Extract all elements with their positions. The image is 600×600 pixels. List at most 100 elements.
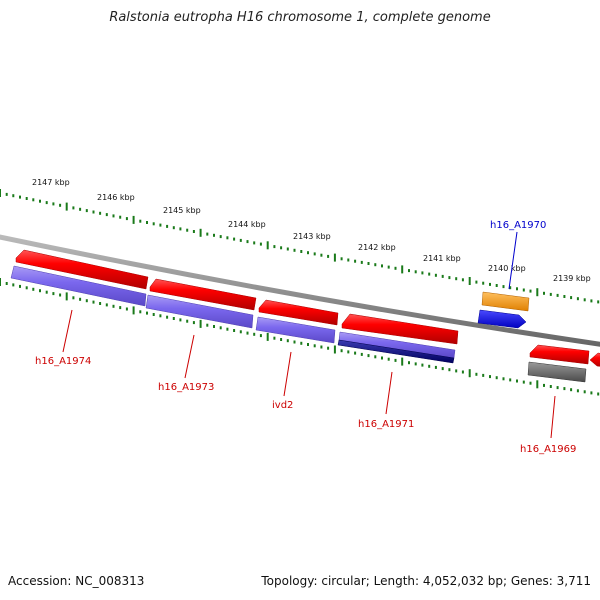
minor-tick xyxy=(549,385,552,388)
gene-h16_A1971-reverse-dark[interactable] xyxy=(337,339,455,364)
major-tick xyxy=(0,278,1,286)
minor-tick xyxy=(428,364,431,368)
minor-tick xyxy=(293,248,296,252)
minor-tick xyxy=(408,361,410,365)
gene-h16_A1973-reverse[interactable] xyxy=(145,294,254,329)
minor-tick xyxy=(159,314,162,318)
minor-tick xyxy=(340,257,343,261)
minor-tick xyxy=(273,336,276,340)
minor-tick xyxy=(590,299,593,303)
minor-tick xyxy=(179,227,182,231)
minor-tick xyxy=(25,197,28,200)
minor-tick xyxy=(206,232,209,236)
minor-tick xyxy=(441,367,444,371)
gene-label-ivd2: ivd2 xyxy=(272,400,293,411)
minor-tick xyxy=(448,276,451,280)
minor-tick xyxy=(5,282,8,285)
gene-ivd2-forward[interactable] xyxy=(258,299,339,326)
minor-tick xyxy=(556,386,559,390)
minor-tick xyxy=(253,241,256,245)
gene-label-h16_A1969: h16_A1969 xyxy=(520,444,576,455)
gene-h16_A1973-forward[interactable] xyxy=(149,278,257,311)
minor-tick xyxy=(360,352,363,356)
minor-tick xyxy=(327,254,330,258)
minor-tick xyxy=(259,334,262,338)
gene-h16_A1974-forward[interactable] xyxy=(15,249,149,290)
minor-tick xyxy=(146,221,148,224)
minor-tick xyxy=(482,373,485,377)
gene-h16_A1974-reverse[interactable] xyxy=(10,265,147,307)
minor-tick xyxy=(99,211,102,215)
minor-tick xyxy=(313,252,316,256)
minor-tick xyxy=(434,365,437,369)
minor-tick xyxy=(25,286,28,290)
gene-h16_A1971-forward[interactable] xyxy=(341,313,459,345)
minor-tick xyxy=(166,315,169,319)
minor-tick xyxy=(233,237,236,241)
gene-h16_A1970-orange[interactable] xyxy=(481,291,530,312)
minor-tick xyxy=(347,258,350,262)
gene-label-h16_A1974: h16_A1974 xyxy=(35,356,91,367)
gene-h16_A1969-forward[interactable] xyxy=(529,344,590,365)
minor-tick xyxy=(79,207,82,211)
outer-tick-ring xyxy=(0,189,600,304)
minor-tick xyxy=(381,264,383,268)
minor-tick xyxy=(172,317,175,320)
accession-text: Accession: NC_008313 xyxy=(8,574,145,588)
minor-tick xyxy=(59,203,62,207)
major-tick xyxy=(468,277,471,285)
minor-tick xyxy=(192,230,195,233)
major-tick xyxy=(132,215,135,224)
gene-h16_A1969-gray[interactable] xyxy=(527,361,587,383)
minor-tick xyxy=(354,351,357,355)
tick-label: 2145 kbp xyxy=(163,206,201,215)
major-tick xyxy=(401,265,404,274)
minor-tick xyxy=(112,304,115,308)
tick-label: 2144 kbp xyxy=(228,220,266,229)
minor-tick xyxy=(394,358,397,362)
minor-tick xyxy=(387,357,390,361)
minor-tick xyxy=(226,236,229,240)
minor-tick xyxy=(576,389,579,393)
minor-tick xyxy=(461,370,464,374)
minor-tick xyxy=(39,289,41,293)
minor-tick xyxy=(32,287,35,291)
minor-tick xyxy=(502,285,505,289)
minor-tick xyxy=(99,302,102,305)
minor-tick xyxy=(85,209,88,213)
minor-tick xyxy=(461,278,464,282)
minor-tick xyxy=(280,246,283,250)
major-tick xyxy=(536,380,539,389)
minor-tick xyxy=(428,272,431,276)
gene-ivd2-reverse[interactable] xyxy=(255,316,336,344)
minor-tick xyxy=(387,265,390,269)
minor-tick xyxy=(286,247,289,251)
inner-tick-ring xyxy=(0,278,600,396)
minor-tick xyxy=(367,262,370,265)
minor-tick xyxy=(92,210,95,214)
minor-tick xyxy=(219,235,222,239)
minor-tick xyxy=(105,213,108,217)
minor-tick xyxy=(239,330,242,334)
minor-tick xyxy=(72,206,75,210)
minor-tick xyxy=(543,291,545,295)
major-tick xyxy=(199,319,202,328)
minor-tick xyxy=(246,240,249,244)
minor-tick xyxy=(394,266,397,270)
gene-partial-forward[interactable] xyxy=(589,352,600,367)
minor-tick xyxy=(213,325,215,328)
minor-tick xyxy=(529,381,532,385)
major-tick xyxy=(199,228,202,237)
label-line xyxy=(550,395,556,439)
minor-tick xyxy=(125,307,128,311)
minor-tick xyxy=(105,303,108,307)
tick-label: 2142 kbp xyxy=(358,243,396,252)
minor-tick xyxy=(597,300,600,304)
minor-tick xyxy=(307,251,309,255)
minor-tick xyxy=(32,198,35,202)
gene-h16_A1970-blue[interactable] xyxy=(477,309,527,329)
gene-label-h16_A1973: h16_A1973 xyxy=(158,382,214,393)
minor-tick xyxy=(213,233,215,237)
minor-tick xyxy=(482,281,485,285)
